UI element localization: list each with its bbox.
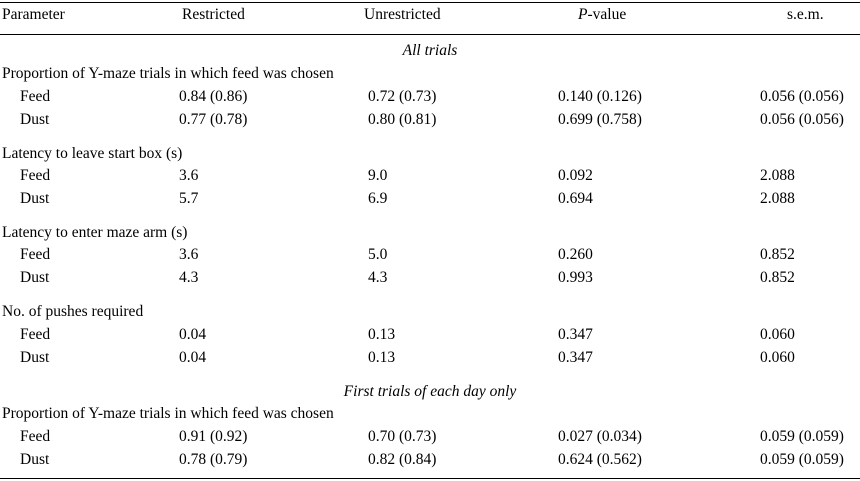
cell-p-value: 0.694 bbox=[558, 190, 593, 207]
group-label-text: No. of pushes required bbox=[2, 303, 144, 320]
cell-unrestricted: 4.3 bbox=[368, 269, 388, 286]
table-row: Feed 3.6 9.0 0.092 2.088 bbox=[0, 165, 860, 187]
group-label: Proportion of Y-maze trials in which fee… bbox=[0, 63, 860, 85]
cell-sem: 0.060 bbox=[760, 326, 795, 343]
cell-sem: 0.056 (0.056) bbox=[760, 88, 844, 105]
row-name: Dust bbox=[20, 190, 50, 207]
cell-restricted: 0.04 bbox=[179, 326, 207, 343]
group-label-text: Latency to leave start box (s) bbox=[2, 145, 183, 162]
header-rule bbox=[0, 34, 860, 35]
cell-unrestricted: 0.80 (0.81) bbox=[368, 111, 437, 128]
cell-sem: 0.852 bbox=[760, 246, 795, 263]
row-name: Dust bbox=[20, 111, 50, 128]
cell-unrestricted: 0.70 (0.73) bbox=[368, 428, 437, 445]
header-restricted: Restricted bbox=[182, 6, 245, 23]
table-row: Dust 0.78 (0.79) 0.82 (0.84) 0.624 (0.56… bbox=[0, 449, 860, 471]
cell-restricted: 5.7 bbox=[179, 190, 199, 207]
table-row: Feed 3.6 5.0 0.260 0.852 bbox=[0, 244, 860, 266]
table-row: Dust 4.3 4.3 0.993 0.852 bbox=[0, 267, 860, 289]
cell-p-value: 0.092 bbox=[558, 167, 593, 184]
row-name: Feed bbox=[20, 246, 51, 263]
cell-p-value: 0.027 (0.034) bbox=[558, 428, 642, 445]
bottom-rule bbox=[0, 478, 860, 479]
row-name: Dust bbox=[20, 451, 50, 468]
cell-p-value: 0.347 bbox=[558, 349, 593, 366]
cell-restricted: 3.6 bbox=[179, 167, 199, 184]
cell-unrestricted: 0.13 bbox=[368, 326, 396, 343]
cell-p-value: 0.260 bbox=[558, 246, 593, 263]
cell-p-value: 0.140 (0.126) bbox=[558, 88, 642, 105]
top-rule bbox=[0, 2, 860, 3]
table-row: Dust 0.04 0.13 0.347 0.060 bbox=[0, 347, 860, 369]
group-label: Proportion of Y-maze trials in which fee… bbox=[0, 403, 860, 425]
cell-sem: 0.060 bbox=[760, 349, 795, 366]
header-p-value: P-value bbox=[578, 4, 626, 26]
group-label: Latency to leave start box (s) bbox=[0, 143, 860, 165]
cell-sem: 2.088 bbox=[760, 167, 795, 184]
table-row: Dust 0.77 (0.78) 0.80 (0.81) 0.699 (0.75… bbox=[0, 109, 860, 131]
header-p-rest: -value bbox=[587, 6, 627, 23]
row-name: Dust bbox=[20, 349, 50, 366]
cell-p-value: 0.699 (0.758) bbox=[558, 111, 642, 128]
cell-restricted: 0.91 (0.92) bbox=[179, 428, 248, 445]
header-p-italic: P bbox=[578, 6, 588, 23]
cell-restricted: 0.78 (0.79) bbox=[179, 451, 248, 468]
cell-sem: 0.059 (0.059) bbox=[760, 428, 844, 445]
cell-p-value: 0.993 bbox=[558, 269, 593, 286]
group-label-text: Latency to enter maze arm (s) bbox=[2, 224, 188, 241]
group-label: Latency to enter maze arm (s) bbox=[0, 222, 860, 244]
header-row: Parameter Restricted Unrestricted P-valu… bbox=[0, 4, 860, 26]
row-name: Feed bbox=[20, 428, 51, 445]
group-label: No. of pushes required bbox=[0, 301, 860, 323]
cell-sem: 2.088 bbox=[760, 190, 795, 207]
cell-unrestricted: 5.0 bbox=[368, 246, 388, 263]
table-row: Feed 0.91 (0.92) 0.70 (0.73) 0.027 (0.03… bbox=[0, 426, 860, 448]
row-name: Dust bbox=[20, 269, 50, 286]
cell-restricted: 0.77 (0.78) bbox=[179, 111, 248, 128]
table-row: Feed 0.84 (0.86) 0.72 (0.73) 0.140 (0.12… bbox=[0, 86, 860, 108]
table-row: Feed 0.04 0.13 0.347 0.060 bbox=[0, 324, 860, 346]
cell-restricted: 4.3 bbox=[179, 269, 199, 286]
cell-unrestricted: 0.82 (0.84) bbox=[368, 451, 437, 468]
cell-p-value: 0.624 (0.562) bbox=[558, 451, 642, 468]
group-label-text: Proportion of Y-maze trials in which fee… bbox=[2, 405, 334, 422]
row-name: Feed bbox=[20, 167, 51, 184]
cell-restricted: 3.6 bbox=[179, 246, 199, 263]
cell-sem: 0.056 (0.056) bbox=[760, 111, 844, 128]
cell-sem: 0.852 bbox=[760, 269, 795, 286]
header-sem: s.e.m. bbox=[787, 6, 824, 23]
cell-p-value: 0.347 bbox=[558, 326, 593, 343]
cell-unrestricted: 0.72 (0.73) bbox=[368, 88, 437, 105]
cell-restricted: 0.04 bbox=[179, 349, 207, 366]
cell-unrestricted: 9.0 bbox=[368, 167, 388, 184]
table-row: Dust 5.7 6.9 0.694 2.088 bbox=[0, 188, 860, 210]
header-parameter: Parameter bbox=[2, 6, 65, 23]
row-name: Feed bbox=[20, 326, 51, 343]
group-label-text: Proportion of Y-maze trials in which fee… bbox=[2, 65, 334, 82]
cell-unrestricted: 0.13 bbox=[368, 349, 396, 366]
row-name: Feed bbox=[20, 88, 51, 105]
cell-unrestricted: 6.9 bbox=[368, 190, 388, 207]
header-unrestricted: Unrestricted bbox=[364, 6, 441, 23]
cell-sem: 0.059 (0.059) bbox=[760, 451, 844, 468]
cell-restricted: 0.84 (0.86) bbox=[179, 88, 248, 105]
section-title-first-trials: First trials of each day only bbox=[343, 383, 517, 400]
section-title-all-trials: All trials bbox=[402, 42, 458, 59]
